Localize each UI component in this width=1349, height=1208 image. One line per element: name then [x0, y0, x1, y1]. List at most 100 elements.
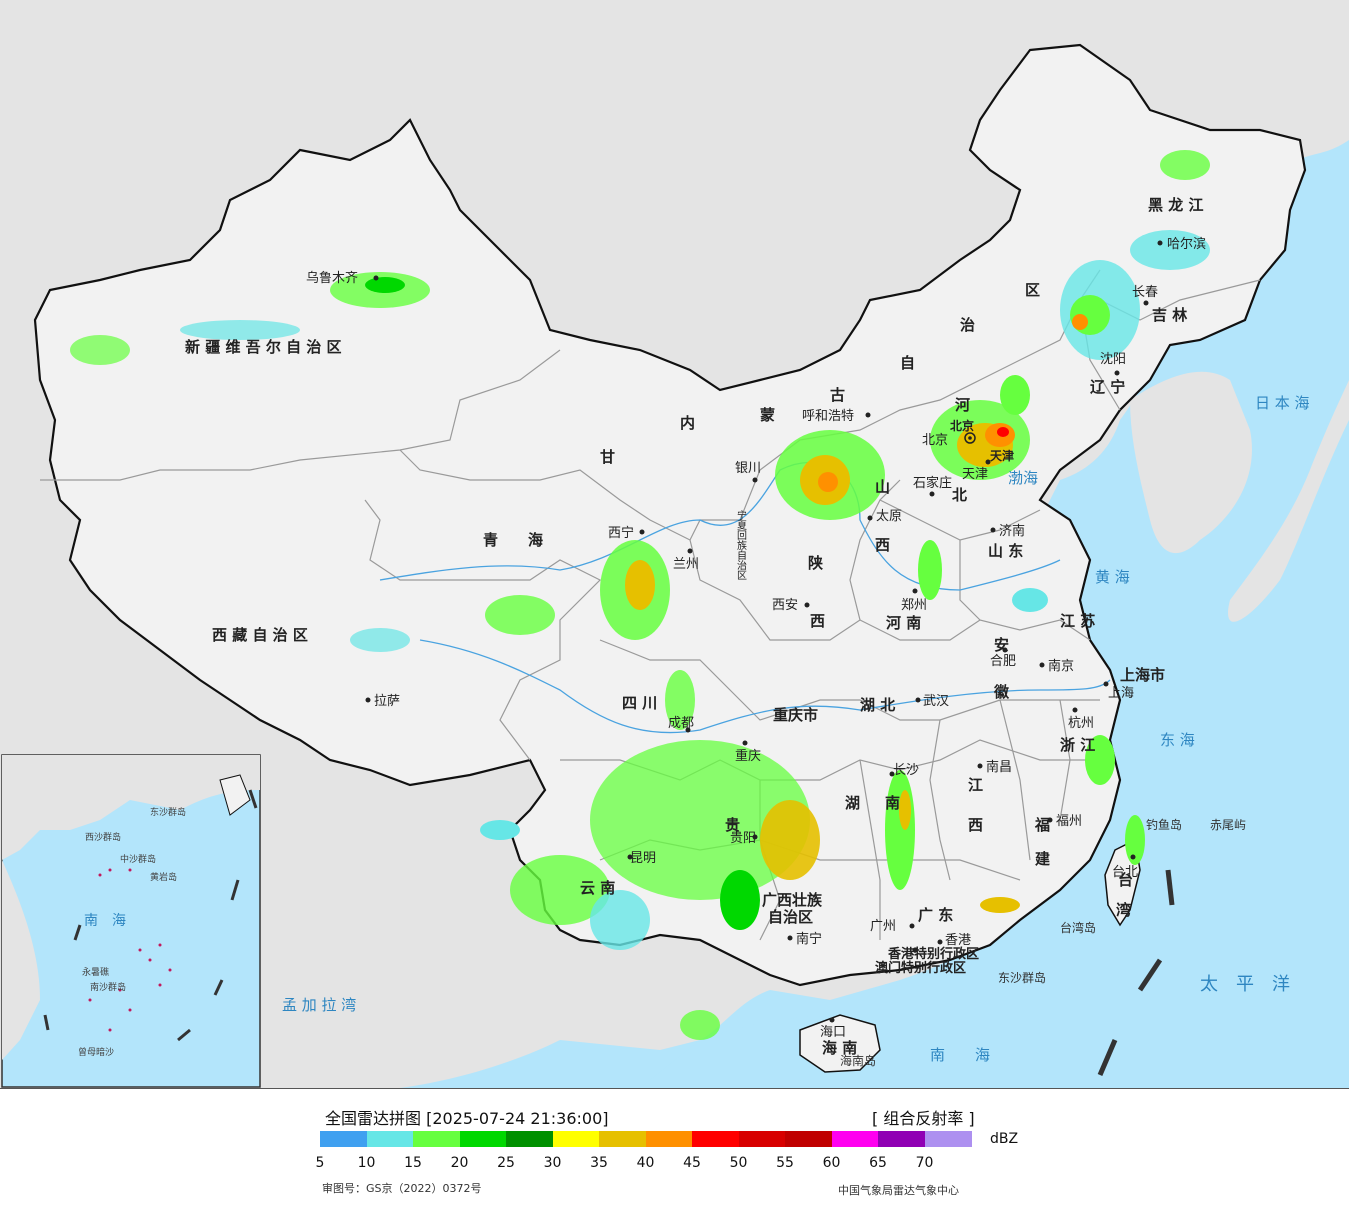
region-guangdong: 广 东	[918, 906, 953, 924]
island-hainan-dao: 海南岛	[840, 1053, 876, 1068]
region-neimenggu-6: 区	[1025, 281, 1040, 299]
city-nanchang: 南昌	[977, 759, 1012, 775]
scale-tick: 5	[315, 1155, 325, 1171]
korea-japan-land	[1130, 371, 1252, 554]
city-taipei: 台北	[1112, 854, 1138, 880]
product-label: [ 组合反射率 ]	[872, 1109, 975, 1128]
city-jinan: 济南	[990, 523, 1025, 539]
scale-swatch	[645, 1131, 693, 1147]
radar-echoes	[70, 150, 1210, 1040]
region-shanxi-1: 山	[875, 478, 890, 496]
svg-text:哈尔滨: 哈尔滨	[1167, 236, 1206, 252]
svg-text:兰州: 兰州	[673, 557, 699, 572]
inset-zengmu: 曾母暗沙	[78, 1046, 114, 1058]
region-hebei: 河	[955, 396, 970, 414]
svg-text:北京: 北京	[922, 433, 948, 448]
svg-text:天津: 天津	[962, 467, 988, 482]
inset-zhongsha: 中沙群岛	[120, 853, 156, 865]
svg-text:武汉: 武汉	[923, 694, 949, 709]
scale-tick: 45	[683, 1155, 701, 1171]
scale-swatch	[878, 1131, 925, 1147]
region-shaanxi: 陕	[808, 554, 823, 572]
svg-text:济南: 济南	[999, 523, 1025, 539]
unit-label: dBZ	[990, 1131, 1019, 1147]
scale-swatch	[692, 1131, 739, 1147]
svg-text:长春: 长春	[1132, 285, 1158, 300]
region-hunan-1: 湖	[845, 794, 860, 812]
svg-text:郑州: 郑州	[901, 598, 927, 613]
inset-huangyan: 黄岩岛	[150, 871, 177, 883]
svg-text:贵阳: 贵阳	[730, 831, 756, 846]
region-shandong: 山 东	[988, 542, 1023, 560]
region-shaanxi-2: 西	[810, 612, 825, 630]
scale-tick: 15	[404, 1155, 422, 1171]
city-lanzhou: 兰州	[673, 548, 699, 572]
region-hk: 香港特别行政区	[887, 946, 979, 962]
city-guangzhou: 广州	[870, 919, 915, 934]
region-guizhou: 贵	[725, 816, 740, 834]
region-sichuan: 四 川	[622, 694, 657, 712]
scale-swatch	[459, 1131, 507, 1147]
sea-ribenhai: 日 本 海	[1255, 394, 1310, 412]
svg-text:广州: 广州	[870, 919, 896, 934]
city-lhasa: 拉萨	[365, 694, 400, 709]
svg-text:南京: 南京	[1048, 658, 1074, 674]
rivers	[379, 461, 1111, 734]
region-taiwan-1: 台	[1118, 871, 1133, 889]
scale-tick: 20	[450, 1155, 469, 1171]
scale-swatch	[738, 1131, 786, 1147]
radar-map: 新 疆 维 吾 尔 自 治 区 西 藏 自 治 区 青 海 甘 内 蒙 古 自 …	[0, 0, 1349, 1089]
city-changchun: 长春	[1132, 285, 1158, 306]
city-kunming: 昆明	[627, 851, 656, 866]
region-shanxi-2: 西	[875, 536, 890, 554]
city-nanjing: 南京	[1039, 658, 1074, 674]
svg-text:南昌: 南昌	[986, 759, 1012, 775]
inset-nanhai: 南 海	[84, 913, 126, 929]
scale-swatch	[831, 1131, 879, 1147]
city-chongqing: 重庆	[735, 740, 761, 764]
scale-tick: 10	[357, 1155, 376, 1171]
region-hainan: 海 南	[822, 1039, 857, 1057]
region-taiwan-2: 湾	[1116, 901, 1131, 919]
scale-tick: 50	[729, 1155, 748, 1171]
scale-swatch	[413, 1131, 460, 1147]
svg-text:上海: 上海	[1108, 686, 1134, 701]
scale-swatch	[785, 1131, 832, 1147]
city-zhengzhou: 郑州	[901, 588, 927, 613]
inset-nansha: 南沙群岛	[90, 981, 126, 993]
svg-text:银川: 银川	[735, 461, 761, 476]
scale-swatch	[599, 1131, 646, 1147]
svg-text:昆明: 昆明	[630, 851, 656, 866]
map-title: 全国雷达拼图 [2025-07-24 21:36:00]	[325, 1109, 609, 1128]
region-gansu: 甘	[600, 448, 615, 466]
island-taiwan-dao: 台湾岛	[1060, 920, 1096, 935]
svg-text:台北: 台北	[1112, 865, 1138, 880]
hainan-island	[799, 1014, 881, 1073]
svg-text:杭州: 杭州	[1068, 716, 1094, 731]
sea-donghai: 东 海	[1160, 731, 1195, 749]
city-shenyang: 沈阳	[1100, 352, 1126, 376]
region-jiangsu: 江 苏	[1060, 612, 1095, 630]
region-jiangxi-2: 西	[968, 816, 983, 834]
svg-text:合肥: 合肥	[990, 654, 1016, 669]
city-sjz: 石家庄	[913, 475, 952, 497]
island-diaoyu: 钓鱼岛	[1146, 817, 1182, 832]
city-tianjin: 天津	[962, 459, 991, 482]
city-harbin: 哈尔滨	[1157, 236, 1206, 252]
region-chongqing: 重庆市	[773, 706, 818, 724]
scale-swatch	[552, 1131, 600, 1147]
approval-number: 审图号：GS京（2022）0372号	[322, 1182, 482, 1195]
svg-text:重庆: 重庆	[735, 748, 761, 764]
region-jilin: 吉 林	[1152, 306, 1188, 324]
city-nanning: 南宁	[787, 931, 822, 947]
city-haikou: 海口	[820, 1017, 846, 1040]
south-china-sea-inset: 黄岩岛 中沙群岛 西沙群岛 南沙群岛 永暑礁 曾母暗沙 东沙群岛 南 海	[1, 754, 261, 1088]
svg-text:南宁: 南宁	[796, 931, 822, 947]
city-hangzhou: 杭州	[1068, 707, 1094, 731]
region-shanghai: 上海市	[1120, 666, 1165, 684]
region-neimenggu-5: 治	[960, 316, 975, 334]
scale-tick: 30	[543, 1155, 562, 1171]
region-neimenggu-1: 内	[680, 414, 695, 432]
svg-text:沈阳: 沈阳	[1100, 352, 1126, 367]
city-yinchuan: 银川	[735, 461, 761, 483]
